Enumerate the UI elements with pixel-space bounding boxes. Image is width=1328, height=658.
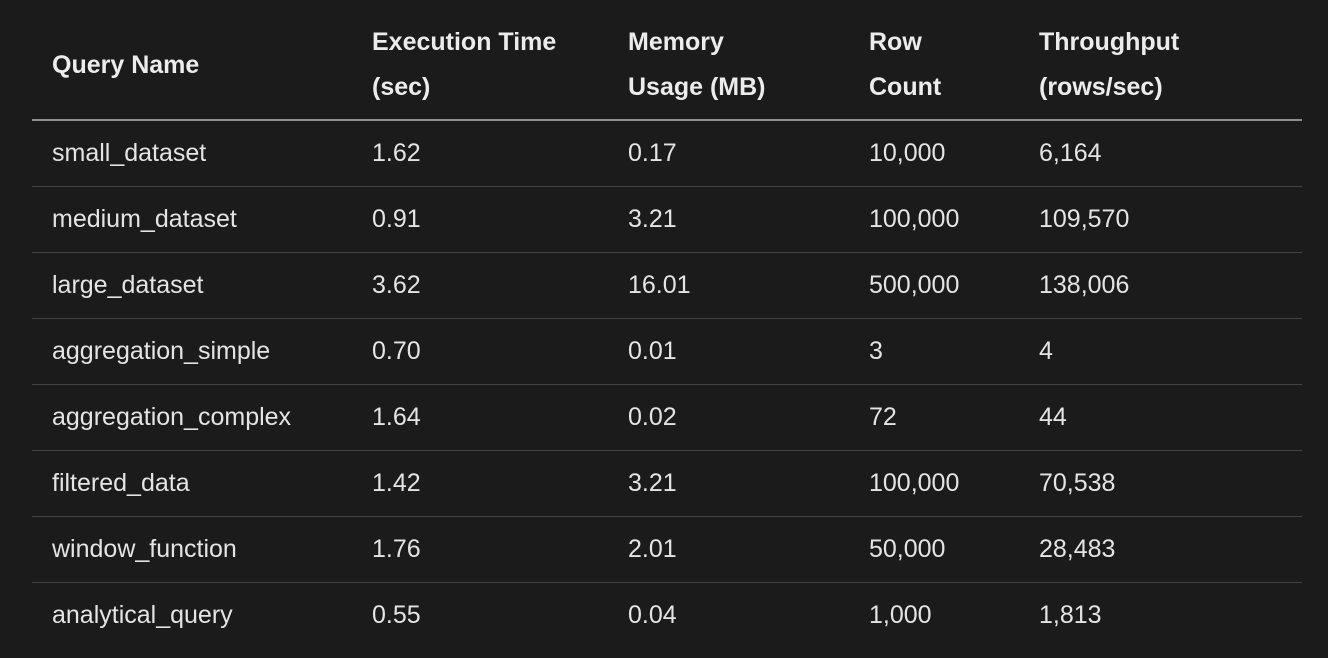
cell-query-name: medium_dataset xyxy=(32,186,352,253)
cell-memory-usage: 0.02 xyxy=(608,384,849,451)
cell-row-count: 10,000 xyxy=(849,120,1019,187)
cell-execution-time: 0.70 xyxy=(352,318,608,385)
cell-row-count: 100,000 xyxy=(849,450,1019,517)
header-row: Query Name Execution Time (sec) Memory Usa… xyxy=(32,0,1302,121)
table-row: large_dataset 3.62 16.01 500,000 138,006 xyxy=(32,252,1302,319)
cell-query-name: window_function xyxy=(32,516,352,583)
table-row: small_dataset 1.62 0.17 10,000 6,164 xyxy=(32,120,1302,187)
header-throughput: Throughput (rows/sec) xyxy=(1019,0,1302,121)
cell-throughput: 1,813 xyxy=(1039,601,1102,629)
cell-throughput: 4 xyxy=(1019,318,1302,385)
cell-execution-time: 1.64 xyxy=(352,384,608,451)
header-execution-time: Execution Time (sec) xyxy=(352,0,608,121)
cell-row-count: 3 xyxy=(849,318,1019,385)
table-header: Query Name Execution Time (sec) Memory Usa… xyxy=(32,0,1302,121)
cell-execution-time: 1.62 xyxy=(352,120,608,187)
cell-execution-time: 0.91 xyxy=(352,186,608,253)
table-row: aggregation_complex 1.64 0.02 72 44 xyxy=(32,384,1302,451)
cell-memory-usage: 3.21 xyxy=(608,186,849,253)
cell-throughput: 138,006 xyxy=(1019,252,1302,319)
cell-execution-time: 0.55 xyxy=(372,601,421,629)
cell-memory-usage: 16.01 xyxy=(608,252,849,319)
cell-query-name: aggregation_complex xyxy=(32,384,352,451)
cell-throughput: 70,538 xyxy=(1019,450,1302,517)
header-query-name: Query Name xyxy=(32,0,352,121)
cell-query-name: small_dataset xyxy=(32,120,352,187)
cell-row-count: 72 xyxy=(849,384,1019,451)
header-memory-usage: Memory Usage (MB) xyxy=(608,0,849,121)
cell-query-name: filtered_data xyxy=(32,450,352,517)
cell-query-name: large_dataset xyxy=(32,252,352,319)
cell-query-name: analytical_query xyxy=(52,601,233,629)
cell-memory-usage: 0.01 xyxy=(608,318,849,385)
cell-execution-time: 3.62 xyxy=(352,252,608,319)
cell-memory-usage: 0.17 xyxy=(608,120,849,187)
table-row: medium_dataset 0.91 3.21 100,000 109,570 xyxy=(32,186,1302,253)
cell-execution-time: 1.76 xyxy=(352,516,608,583)
benchmark-table: Query Name Execution Time (sec) Memory Usa… xyxy=(32,0,1302,648)
cell-throughput: 109,570 xyxy=(1019,186,1302,253)
cell-execution-time: 1.42 xyxy=(352,450,608,517)
table-row: filtered_data 1.42 3.21 100,000 70,538 xyxy=(32,450,1302,517)
cell-memory-usage: 3.21 xyxy=(608,450,849,517)
cell-memory-usage: 2.01 xyxy=(608,516,849,583)
table-row: analytical_query 0.55 0.04 1,000 1,813 xyxy=(32,583,1302,649)
table-row: aggregation_simple 0.70 0.01 3 4 xyxy=(32,318,1302,385)
cell-throughput: 6,164 xyxy=(1019,120,1302,187)
cell-row-count: 100,000 xyxy=(849,186,1019,253)
header-row-count: Row Count xyxy=(849,0,1019,121)
table-row: window_function 1.76 2.01 50,000 28,483 xyxy=(32,516,1302,583)
cell-memory-usage: 0.04 xyxy=(628,601,677,629)
benchmark-table-container: Query Name Execution Time (sec) Memory Usa… xyxy=(32,0,1302,648)
table-body: small_dataset 1.62 0.17 10,000 6,164 medium_d… xyxy=(32,120,1302,648)
cell-row-count: 1,000 xyxy=(869,601,932,629)
cell-row-count: 50,000 xyxy=(849,516,1019,583)
cell-throughput: 28,483 xyxy=(1019,516,1302,583)
cell-row-count: 500,000 xyxy=(849,252,1019,319)
cell-throughput: 44 xyxy=(1019,384,1302,451)
cell-query-name: aggregation_simple xyxy=(32,318,352,385)
